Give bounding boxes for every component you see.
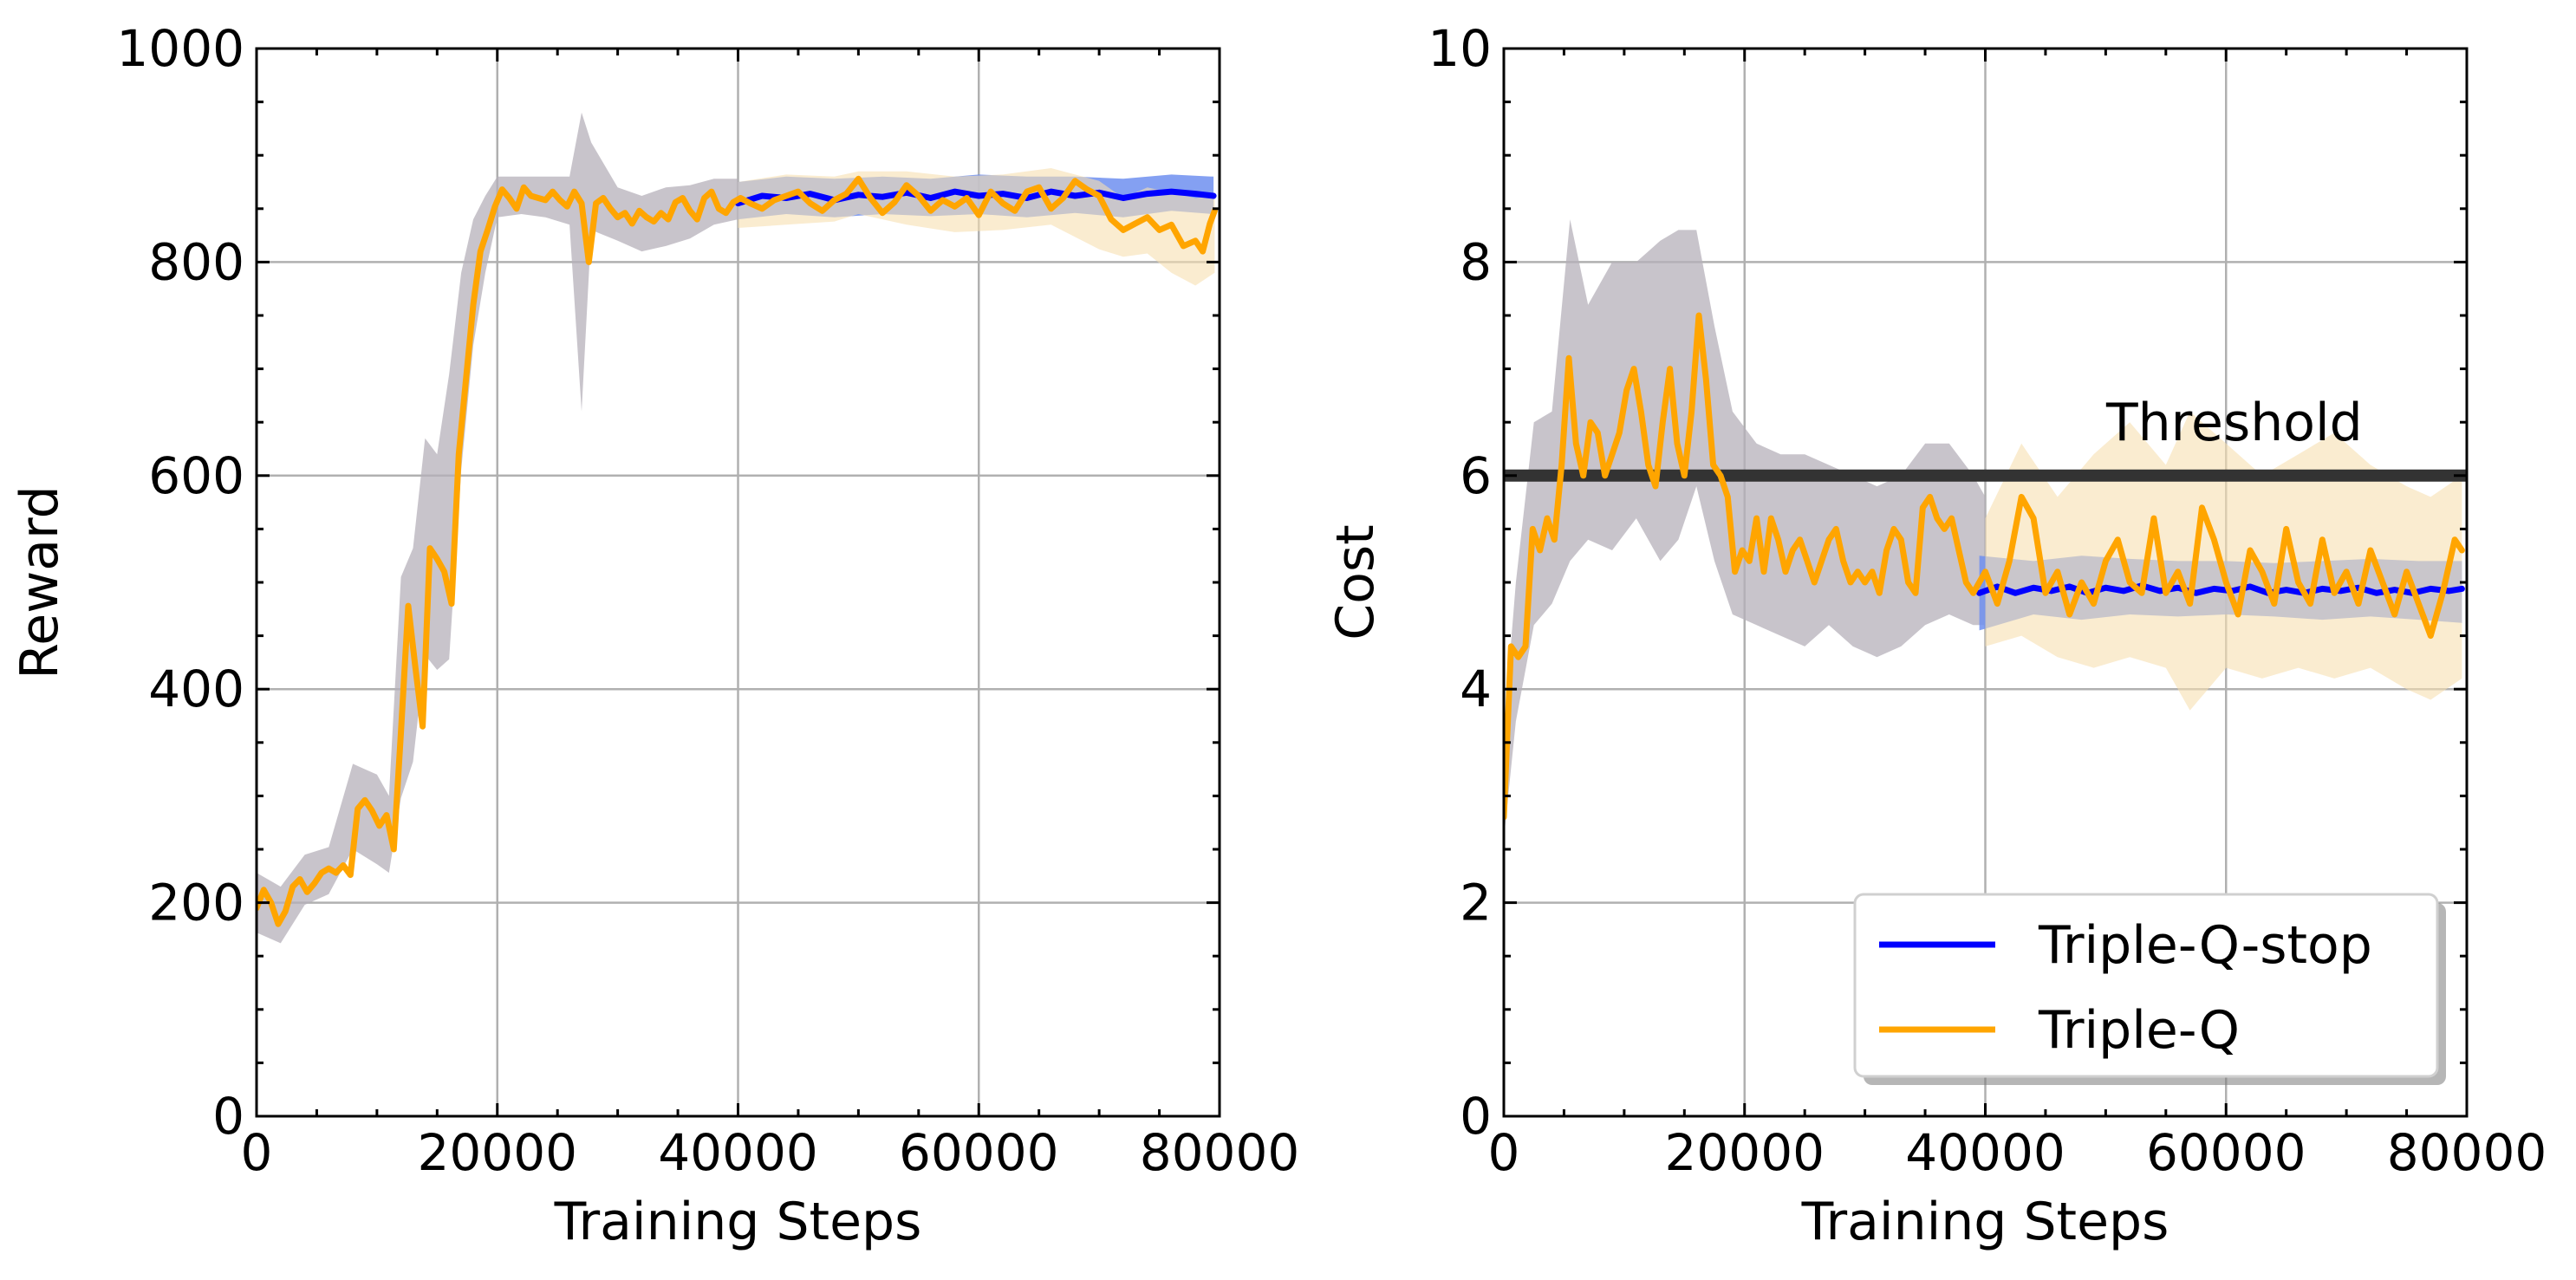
triple-q-line xyxy=(257,175,1218,927)
triple-q-line xyxy=(1504,312,2465,821)
legend-label: Triple-Q xyxy=(2038,1000,2240,1061)
x-tick-label: 20000 xyxy=(1664,1123,1825,1182)
y-tick-label: 0 xyxy=(212,1087,244,1146)
legend-label: Triple-Q-stop xyxy=(2038,915,2372,976)
reward-chart-panel: 0 20000 40000 60000 80000 0 200 400 600 800 1000 Tr… xyxy=(10,19,1299,1252)
x-tick-label: 60000 xyxy=(899,1123,1059,1182)
legend-box xyxy=(1853,893,2439,1078)
threshold-label: Threshold xyxy=(2105,393,2363,453)
x-tick-label: 80000 xyxy=(2387,1123,2547,1182)
y-tick-label: 0 xyxy=(1460,1087,1492,1146)
y-axis-title: Cost xyxy=(1325,524,1386,640)
y-axis-title: Reward xyxy=(10,485,70,679)
y-tick-label: 400 xyxy=(148,659,244,718)
y-tick-label: 800 xyxy=(148,232,244,291)
x-tick-label: 40000 xyxy=(1905,1123,2065,1182)
x-tick-label: 80000 xyxy=(1140,1123,1300,1182)
y-tick-label: 600 xyxy=(148,446,244,505)
y-tick-label: 10 xyxy=(1428,19,1492,78)
y-tick-label: 4 xyxy=(1460,659,1492,718)
x-tick-label: 60000 xyxy=(2146,1123,2306,1182)
y-tick-label: 8 xyxy=(1460,232,1492,291)
triple-q-stop-line xyxy=(735,188,1217,207)
x-axis-title: Training Steps xyxy=(1801,1192,2169,1252)
y-tick-label: 200 xyxy=(148,874,244,932)
y-tick-label: 2 xyxy=(1460,874,1492,932)
early-training-band xyxy=(257,112,738,944)
triple-q-band xyxy=(1985,411,2462,711)
x-tick-label: 0 xyxy=(241,1123,273,1182)
y-tick-label: 6 xyxy=(1460,446,1492,505)
y-tick-label: 1000 xyxy=(116,19,244,78)
x-tick-label: 0 xyxy=(1488,1123,1520,1182)
plot-area xyxy=(257,112,1218,944)
x-axis-title: Training Steps xyxy=(554,1192,922,1252)
cost-chart-panel: Threshold 0 20000 40000 60000 80000 0 2 4 6 8 10 Tra… xyxy=(1325,19,2547,1252)
early-training-band xyxy=(1504,219,1986,839)
x-tick-label: 40000 xyxy=(658,1123,818,1182)
legend: Triple-Q-stop Triple-Q xyxy=(1853,893,2446,1085)
plot-area xyxy=(1504,219,2467,839)
x-tick-label: 20000 xyxy=(417,1123,577,1182)
